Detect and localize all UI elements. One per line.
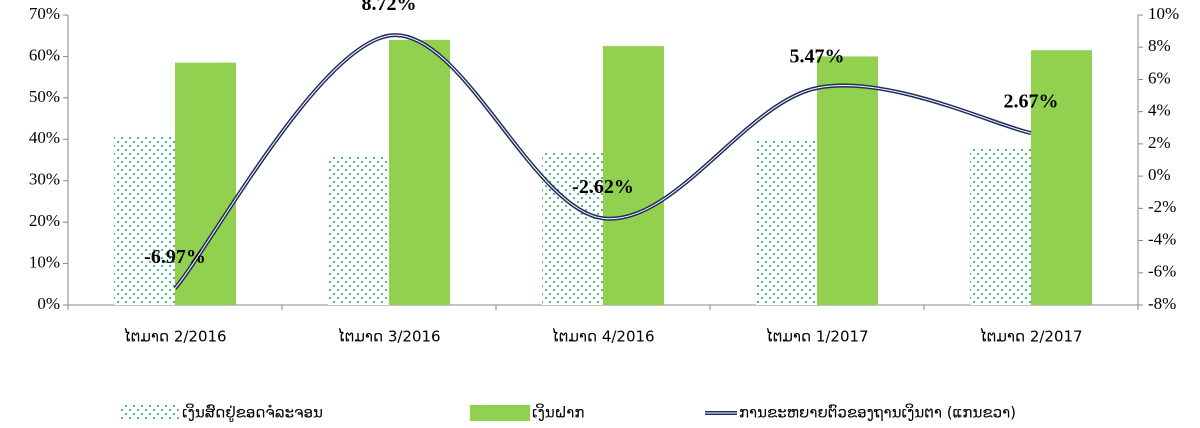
bar xyxy=(817,56,878,305)
bar xyxy=(1031,50,1092,305)
y2-tick-label: -8% xyxy=(1148,294,1176,313)
data-label: -2.62% xyxy=(572,176,634,198)
y-tick-label: 30% xyxy=(29,170,60,189)
x-tick-label: ໄຕມາດ 1/2017 xyxy=(765,327,868,346)
x-tick-label: ໄຕມາດ 2/2017 xyxy=(979,327,1082,346)
y-tick-label: 20% xyxy=(29,211,60,230)
legend-swatch xyxy=(120,405,180,421)
y2-tick-label: -4% xyxy=(1148,229,1176,248)
x-tick-label: ໄຕມາດ 4/2016 xyxy=(551,327,654,346)
bar xyxy=(175,62,236,306)
bar xyxy=(756,139,817,305)
bar xyxy=(970,147,1031,305)
legend-swatch xyxy=(470,405,530,421)
bar xyxy=(542,151,603,305)
y2-tick-label: 6% xyxy=(1148,68,1171,87)
legend-label: ເງິນສົດຢູ່ຂອດຈໍລະຈອນ xyxy=(182,402,323,422)
legend-label: ການຂະຫຍາຍຕົວຂອງຖານເງິນຕາ (ແກນຂວາ) xyxy=(739,402,1016,421)
data-label: 2.67% xyxy=(1004,91,1059,113)
data-label: -6.97% xyxy=(144,246,206,268)
y-tick-label: 70% xyxy=(29,4,60,23)
y2-tick-label: 2% xyxy=(1148,133,1171,152)
data-label: 5.47% xyxy=(790,46,845,68)
legend-label: ເງິນຝາກ xyxy=(532,402,584,421)
y-tick-label: 10% xyxy=(29,252,60,271)
y2-tick-label: 8% xyxy=(1148,36,1171,55)
y2-tick-label: -6% xyxy=(1148,262,1176,281)
y-tick-label: 50% xyxy=(29,87,60,106)
x-tick-label: ໄຕມາດ 3/2016 xyxy=(337,327,440,346)
data-label: 8.72% xyxy=(362,0,417,15)
y-tick-label: 40% xyxy=(29,128,60,147)
bar xyxy=(328,155,389,305)
bar xyxy=(114,135,175,305)
line-inner xyxy=(174,34,1032,289)
bar xyxy=(603,46,664,305)
y2-tick-label: 4% xyxy=(1148,101,1171,120)
y-tick-label: 60% xyxy=(29,45,60,64)
y2-tick-label: -2% xyxy=(1148,197,1176,216)
x-tick-label: ໄຕມາດ 2/2016 xyxy=(123,327,226,346)
y2-tick-label: 10% xyxy=(1148,4,1179,23)
y2-tick-label: 0% xyxy=(1148,165,1171,184)
bar xyxy=(389,39,450,305)
y-tick-label: 0% xyxy=(37,294,60,313)
